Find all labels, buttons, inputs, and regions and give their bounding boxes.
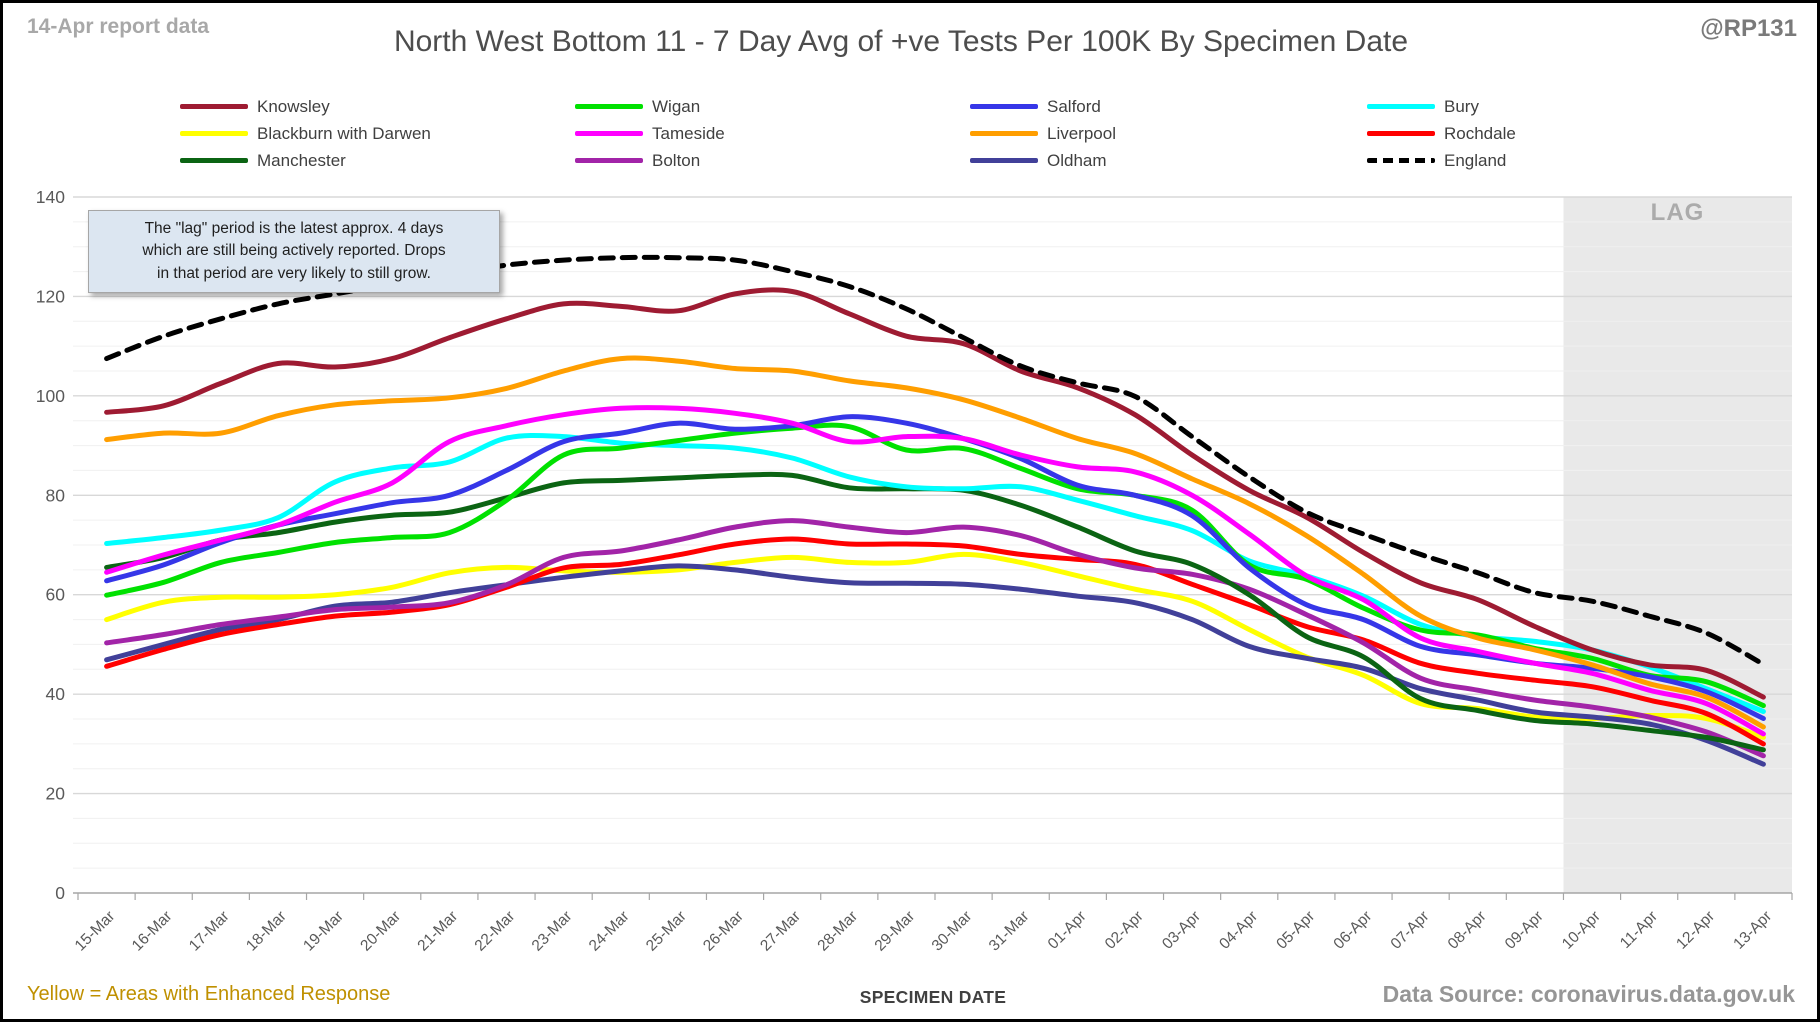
y-tick-label: 120 (36, 286, 65, 306)
y-tick-label: 80 (46, 485, 66, 505)
x-tick-label: 17-Mar (186, 908, 233, 955)
x-tick-label: 03-Apr (1159, 908, 1204, 953)
series-line-bury (104, 432, 1766, 714)
legend-item-knowsley: Knowsley (180, 93, 431, 120)
legend-swatch (180, 158, 248, 163)
data-source-note: Data Source: coronavirus.data.gov.uk (1382, 981, 1795, 1007)
legend-swatch (180, 104, 248, 109)
lag-annotation-box: The "lag" period is the latest approx. 4… (88, 210, 500, 294)
x-tick-label: 28-Mar (814, 908, 861, 955)
x-tick-label: 29-Mar (872, 908, 919, 955)
series-line-oldham (104, 563, 1766, 767)
series-line-rochdale (104, 536, 1766, 747)
series-line-knowsley (104, 287, 1766, 700)
series-line-salford (104, 414, 1766, 721)
x-tick-label: 31-Mar (986, 908, 1033, 955)
page-title: North West Bottom 11 - 7 Day Avg of +ve … (393, 25, 1409, 58)
legend-item-label: Oldham (1047, 150, 1107, 170)
legend-item-label: Manchester (257, 150, 346, 170)
y-tick-label: 100 (36, 386, 65, 406)
legend-item-oldham: Oldham (970, 147, 1116, 174)
legend-column: Wigan Tameside Bolton (575, 93, 725, 174)
x-tick-label: 18-Mar (243, 908, 290, 955)
x-tick-label: 25-Mar (643, 908, 690, 955)
legend-item-liverpool: Liverpool (970, 120, 1116, 147)
y-tick-label: 40 (46, 684, 66, 704)
legend-column: Knowsley Blackburn with Darwen Manchester (180, 93, 431, 174)
x-tick-label: 13-Apr (1730, 908, 1775, 953)
legend-item-label: Liverpool (1047, 123, 1116, 143)
x-tick-label: 22-Mar (472, 908, 519, 955)
x-axis-title: SPECIMEN DATE (859, 987, 1007, 1007)
legend-swatch (180, 131, 248, 136)
legend-item-label: Tameside (652, 123, 725, 143)
legend-item-label: Rochdale (1444, 123, 1516, 143)
series-line-liverpool (104, 355, 1766, 730)
legend-swatch (1367, 104, 1435, 109)
enhanced-response-note: Yellow = Areas with Enhanced Response (27, 983, 391, 1005)
line-chart-plot-area: 0 20 40 60 80 100 120 140 15-Mar 16-Mar 17-Mar 18-M… (36, 187, 1793, 955)
legend-item-label: Bolton (652, 150, 701, 170)
legend-swatch (575, 104, 643, 109)
series-line-bolton (104, 518, 1766, 759)
legend-item-rochdale: Rochdale (1367, 120, 1516, 147)
legend-item-tameside: Tameside (575, 120, 725, 147)
x-tick-label: 30-Mar (929, 908, 976, 955)
legend-item-wigan: Wigan (575, 93, 725, 120)
x-tick-label: 24-Mar (586, 908, 633, 955)
legend-item-label: Salford (1047, 96, 1101, 116)
x-tick-label: 06-Apr (1330, 908, 1375, 953)
x-tick-label: 02-Apr (1102, 908, 1147, 953)
x-tick-label: 20-Mar (357, 908, 404, 955)
x-tick-label: 11-Apr (1617, 908, 1661, 952)
x-tick-label: 08-Apr (1445, 908, 1490, 953)
legend-swatch (1367, 131, 1435, 136)
legend-column: Bury Rochdale England (1367, 93, 1516, 174)
legend-item-label: Knowsley (257, 96, 330, 116)
x-tick-label: 21-Mar (414, 908, 461, 955)
x-tick-label: 05-Apr (1273, 908, 1318, 953)
legend-swatch (575, 131, 643, 136)
x-tick-label: 15-Mar (72, 908, 119, 955)
lag-region-label: LAG (1650, 199, 1705, 226)
legend-item-label: England (1444, 150, 1507, 170)
series-line-wigan (104, 422, 1766, 709)
chart-legend: Knowsley Blackburn with Darwen Manchester W… (3, 93, 1817, 177)
legend-item-bolton: Bolton (575, 147, 725, 174)
x-tick-label: 10-Apr (1559, 908, 1604, 953)
legend-item-label: Blackburn with Darwen (257, 123, 431, 143)
legend-swatch (970, 131, 1038, 136)
y-tick-label: 60 (46, 585, 66, 605)
legend-item-bury: Bury (1367, 93, 1516, 120)
legend-item-salford: Salford (970, 93, 1116, 120)
legend-item-label: Bury (1444, 96, 1479, 116)
legend-item-manchester: Manchester (180, 147, 431, 174)
legend-item-blackburn-with-darwen: Blackburn with Darwen (180, 120, 431, 147)
legend-swatch (575, 158, 643, 163)
legend-swatch (1367, 158, 1435, 163)
y-tick-label: 140 (36, 187, 65, 207)
report-date-note: 14-Apr report data (27, 15, 210, 38)
x-tick-label: 16-Mar (129, 908, 176, 955)
x-tick-label: 09-Apr (1502, 908, 1547, 953)
x-tick-label: 19-Mar (300, 908, 347, 955)
legend-swatch (970, 158, 1038, 163)
legend-swatch (970, 104, 1038, 109)
legend-item-label: Wigan (652, 96, 701, 116)
x-tick-label: 27-Mar (757, 908, 804, 955)
y-tick-label: 0 (55, 883, 65, 903)
legend-item-england: England (1367, 147, 1516, 174)
series-line-tameside (104, 405, 1766, 737)
legend-column: Salford Liverpool Oldham (970, 93, 1116, 174)
x-tick-label: 04-Apr (1216, 908, 1261, 953)
y-tick-label: 20 (46, 784, 66, 804)
author-handle: @RP131 (1700, 15, 1797, 42)
x-tick-label: 23-Mar (529, 908, 576, 955)
x-tick-label: 26-Mar (700, 908, 747, 955)
x-tick-label: 12-Apr (1673, 908, 1718, 953)
x-tick-label: 07-Apr (1388, 908, 1433, 953)
x-tick-label: 01-Apr (1045, 908, 1090, 953)
